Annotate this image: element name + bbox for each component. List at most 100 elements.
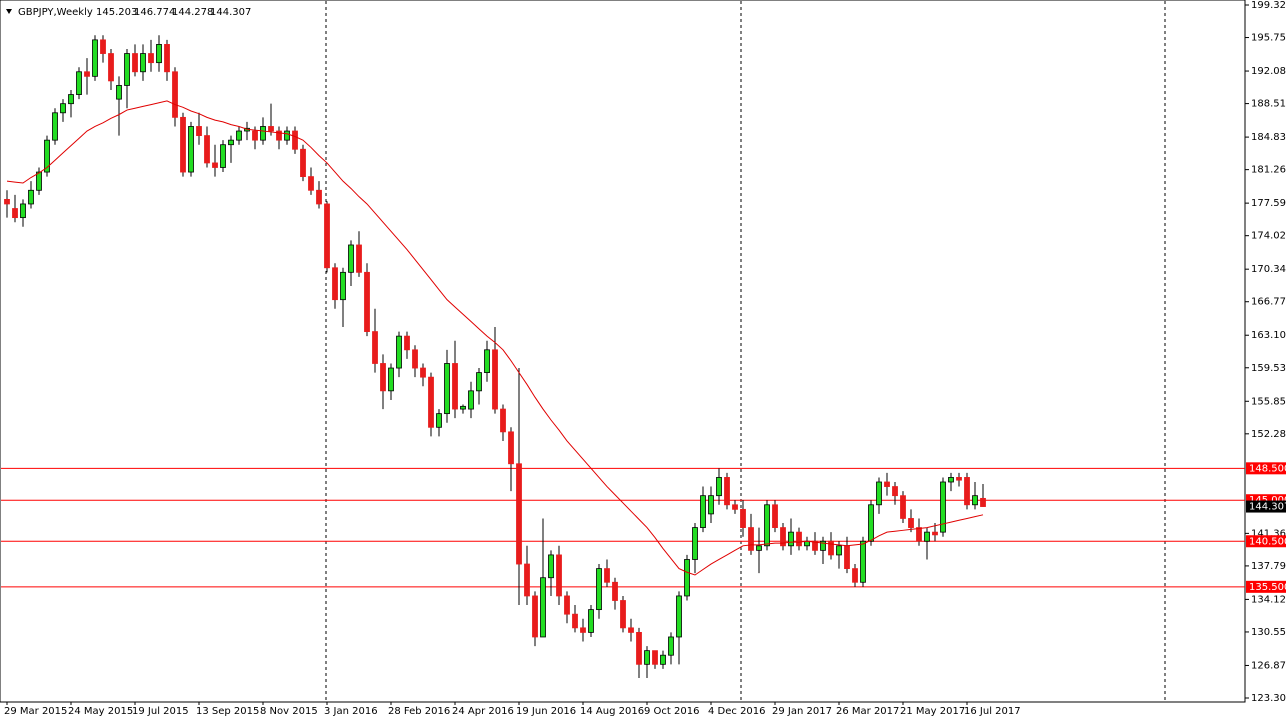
candle-body	[708, 495, 714, 515]
chart-title: GBPJPY,Weekly	[18, 7, 93, 18]
candle-body	[196, 126, 202, 136]
candle-body	[652, 650, 658, 665]
candle-body	[84, 71, 90, 77]
candle-body	[372, 331, 378, 364]
candle-body	[284, 130, 290, 141]
level-label: 148.500	[1249, 463, 1286, 474]
level-label: 135.500	[1249, 582, 1286, 593]
candle-body	[156, 44, 162, 64]
candle-body	[676, 595, 682, 638]
candle-body	[548, 554, 554, 579]
x-tick-label: 14 Aug 2016	[580, 706, 644, 717]
candle-body	[116, 85, 122, 100]
x-tick-label: 24 May 2015	[68, 706, 133, 717]
level-label-box	[1246, 535, 1286, 548]
candle-body	[100, 39, 106, 54]
candle-body	[524, 563, 530, 597]
y-tick-label: 199.325	[1251, 0, 1286, 11]
y-tick-label: 188.510	[1251, 99, 1286, 110]
y-tick-label: 130.550	[1251, 627, 1286, 638]
candle-body	[36, 171, 42, 191]
level-label: 140.500	[1249, 536, 1286, 547]
x-tick-label: 19 Jul 2015	[132, 706, 189, 717]
y-tick-label: 174.020	[1251, 231, 1286, 242]
candle-body	[228, 139, 234, 146]
candle-body	[364, 271, 370, 332]
x-tick-label: 9 Oct 2016	[644, 706, 699, 717]
candle-body	[468, 390, 474, 410]
candle-body	[916, 527, 922, 542]
candle-body	[820, 540, 826, 551]
candle-body	[356, 244, 362, 273]
candle-body	[92, 39, 98, 77]
candle-body	[716, 477, 722, 497]
candle-body	[628, 627, 634, 633]
x-tick-label: 24 Apr 2016	[452, 706, 514, 717]
candle-body	[756, 545, 762, 551]
candle-body	[324, 203, 330, 269]
x-tick-label: 26 Mar 2017	[836, 706, 899, 717]
candle-body	[132, 53, 138, 73]
candle-body	[260, 126, 266, 141]
candle-body	[404, 335, 410, 351]
x-tick-label: 29 Mar 2015	[4, 706, 67, 717]
header-low: 144.278	[172, 7, 213, 18]
candle-body	[780, 527, 786, 547]
y-tick-label: 137.795	[1251, 561, 1286, 572]
candle-body	[300, 148, 306, 178]
candle-body	[332, 267, 338, 301]
candle-body	[588, 609, 594, 633]
candle-body	[76, 71, 82, 95]
candle-body	[236, 130, 242, 141]
candle-body	[12, 208, 18, 219]
plot-layer	[1, 35, 1245, 678]
y-tick-label: 134.120	[1251, 594, 1286, 605]
candle-body	[668, 636, 674, 656]
candle-body	[180, 116, 186, 173]
candle-body	[188, 126, 194, 173]
candle-body	[252, 130, 258, 141]
candle-body	[20, 203, 26, 219]
candle-body	[292, 130, 298, 150]
header-high: 146.774	[134, 7, 175, 18]
header-close: 144.307	[210, 7, 251, 18]
candle-body	[4, 198, 10, 205]
candle-body	[220, 144, 226, 168]
candle-body	[492, 349, 498, 410]
y-tick-label: 181.265	[1251, 165, 1286, 176]
candle-body	[308, 176, 314, 191]
candle-body	[572, 613, 578, 629]
y-tick-label: 184.835	[1251, 132, 1286, 143]
candle-body	[28, 189, 34, 205]
candle-body	[740, 508, 746, 528]
candle-body	[852, 568, 858, 583]
candle-body	[436, 413, 442, 428]
candle-body	[788, 531, 794, 547]
y-tick-label: 195.755	[1251, 33, 1286, 44]
x-tick-label: 21 May 2017	[900, 706, 965, 717]
candle-body	[908, 518, 914, 528]
candle-body	[484, 349, 490, 374]
candle-body	[884, 481, 890, 487]
candle-body	[420, 367, 426, 378]
candle-body	[844, 545, 850, 569]
x-tick-label: 4 Dec 2016	[708, 706, 766, 717]
candle-body	[604, 568, 610, 583]
candle-body	[44, 139, 50, 173]
header-open: 145.203	[96, 7, 137, 18]
candle-body	[380, 363, 386, 392]
candle-body	[900, 495, 906, 519]
menu-arrow[interactable]	[6, 9, 12, 14]
current-price-label: 144.307	[1249, 502, 1286, 513]
candle-body	[452, 363, 458, 410]
candle-body	[316, 189, 322, 205]
candle-body	[964, 477, 970, 506]
candle-body	[596, 568, 602, 611]
candle-body	[836, 545, 842, 556]
candle-body	[620, 600, 626, 629]
candle-body	[556, 554, 562, 597]
candle-body	[892, 486, 898, 497]
candle-body	[948, 477, 954, 483]
y-tick-label: 166.775	[1251, 297, 1286, 308]
y-tick-label: 123.305	[1251, 693, 1286, 704]
